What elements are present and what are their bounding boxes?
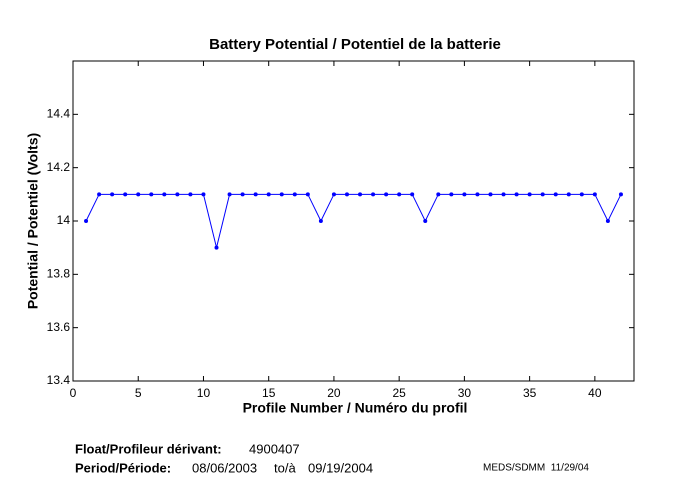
data-point xyxy=(84,219,89,223)
data-point xyxy=(214,245,219,250)
data-point xyxy=(266,192,271,197)
data-point xyxy=(149,192,154,197)
y-tick-label: 14.2 xyxy=(47,160,71,174)
period-label: Period/Période: xyxy=(75,460,171,475)
data-point xyxy=(566,192,571,197)
data-point xyxy=(592,192,597,197)
data-point xyxy=(397,192,402,197)
data-point xyxy=(201,192,206,197)
data-point xyxy=(384,192,389,197)
data-point xyxy=(618,192,623,197)
data-point xyxy=(318,219,323,223)
data-point xyxy=(253,192,258,197)
data-point xyxy=(410,192,415,197)
period-start: 08/06/2003 xyxy=(192,460,257,475)
data-point xyxy=(305,192,310,197)
y-axis-label: Potential / Potentiel (Volts) xyxy=(25,133,41,309)
data-line xyxy=(85,193,622,248)
data-point xyxy=(175,192,180,197)
data-point xyxy=(462,192,467,197)
x-tick-label: 15 xyxy=(262,386,276,400)
x-tick-label: 25 xyxy=(392,386,406,400)
data-point xyxy=(501,192,506,197)
float-id: 4900407 xyxy=(249,441,300,456)
x-tick-label: 10 xyxy=(197,386,211,400)
data-point xyxy=(97,192,102,197)
x-tick-label: 30 xyxy=(458,386,472,400)
chart-title: Battery Potential / Potentiel de la batt… xyxy=(209,36,501,53)
data-point xyxy=(514,192,519,197)
x-tick-label: 20 xyxy=(327,386,341,400)
y-tick-label: 13.8 xyxy=(47,267,71,281)
data-point xyxy=(188,192,193,197)
data-point xyxy=(605,219,610,223)
data-point xyxy=(136,192,141,197)
data-point xyxy=(358,192,363,197)
x-tick-label: 0 xyxy=(70,386,77,400)
x-tick-label: 35 xyxy=(523,386,537,400)
data-point xyxy=(527,192,532,197)
data-point xyxy=(227,192,232,197)
data-point xyxy=(162,192,167,197)
y-tick-label: 13.6 xyxy=(47,320,71,334)
period-end: 09/19/2004 xyxy=(308,460,373,475)
data-point xyxy=(436,192,441,197)
data-point xyxy=(553,192,558,197)
data-point xyxy=(449,192,454,197)
y-tick-label: 14.4 xyxy=(47,107,71,121)
data-point xyxy=(240,192,245,197)
data-point xyxy=(579,192,584,197)
data-point xyxy=(123,192,128,197)
data-point xyxy=(423,219,428,223)
data-point xyxy=(488,192,493,197)
x-tick-label: 40 xyxy=(588,386,602,400)
data-point xyxy=(475,192,480,197)
credit: MEDS/SDMM 11/29/04 xyxy=(483,463,589,474)
data-point xyxy=(279,192,284,197)
float-label: Float/Profileur dérivant: xyxy=(75,441,222,456)
data-point xyxy=(292,192,297,197)
data-point xyxy=(331,192,336,197)
x-tick-label: 5 xyxy=(135,386,142,400)
data-point xyxy=(110,192,115,197)
data-point xyxy=(344,192,349,197)
y-tick-label: 14 xyxy=(57,213,71,227)
data-point xyxy=(540,192,545,197)
y-tick-label: 13.4 xyxy=(47,373,71,387)
period-to: to/à xyxy=(274,460,296,475)
x-axis-label: Profile Number / Numéro du profil xyxy=(243,400,468,416)
data-point xyxy=(371,192,376,197)
